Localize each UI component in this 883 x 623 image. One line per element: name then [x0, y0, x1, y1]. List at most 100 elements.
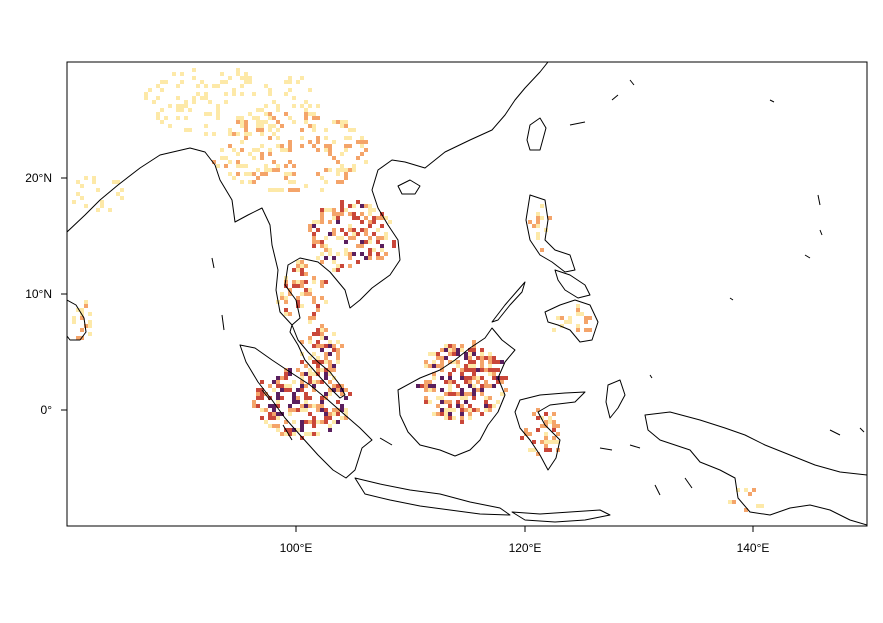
heat-cell — [96, 208, 100, 212]
heat-cell — [304, 272, 308, 276]
heat-cell — [224, 156, 228, 160]
heat-cell — [288, 372, 292, 376]
heat-cell — [336, 400, 340, 404]
heat-cell — [220, 72, 224, 76]
heat-cell — [332, 388, 336, 392]
heat-cell — [304, 264, 308, 268]
heat-cell — [368, 208, 372, 212]
heat-cell — [344, 144, 348, 148]
heat-cell — [240, 92, 244, 96]
heat-cell — [336, 356, 340, 360]
heat-cell — [324, 420, 328, 424]
heat-cell — [84, 324, 88, 328]
heat-cell — [300, 360, 304, 364]
heat-cell — [288, 160, 292, 164]
heat-cell — [244, 128, 248, 132]
heat-cell — [376, 256, 380, 260]
heat-cell — [272, 388, 276, 392]
heat-cell — [288, 172, 292, 176]
heat-cell — [332, 140, 336, 144]
heat-cell — [296, 280, 300, 284]
heat-cell — [288, 292, 292, 296]
heat-cell — [320, 280, 324, 284]
heat-cell — [324, 148, 328, 152]
heat-cell — [336, 180, 340, 184]
heat-cell — [272, 408, 276, 412]
heat-cell — [220, 156, 224, 160]
heat-cell — [316, 304, 320, 308]
heat-cell — [272, 424, 276, 428]
heat-cell — [496, 368, 500, 372]
heat-cell — [300, 292, 304, 296]
heat-cell — [280, 124, 284, 128]
heat-cell — [472, 396, 476, 400]
heat-cell — [256, 124, 260, 128]
heat-cell — [300, 304, 304, 308]
heat-cell — [216, 108, 220, 112]
heat-cell — [332, 156, 336, 160]
heat-cell — [368, 224, 372, 228]
heat-cell — [352, 204, 356, 208]
heat-cell — [284, 296, 288, 300]
heat-cell — [360, 204, 364, 208]
heat-cell — [352, 252, 356, 256]
heat-cell — [168, 124, 172, 128]
heat-cell — [260, 120, 264, 124]
heat-cell — [448, 360, 452, 364]
heat-cell — [84, 304, 88, 308]
heat-cell — [180, 80, 184, 84]
heat-cell — [340, 164, 344, 168]
heat-cell — [332, 364, 336, 368]
heat-cell — [332, 412, 336, 416]
heat-cell — [296, 388, 300, 392]
heat-cell — [300, 388, 304, 392]
heat-cell — [452, 348, 456, 352]
heat-cell — [452, 344, 456, 348]
heat-cell — [448, 388, 452, 392]
heat-cell — [268, 124, 272, 128]
heat-cell — [384, 232, 388, 236]
heat-cell — [292, 120, 296, 124]
heat-cell — [304, 120, 308, 124]
heat-cell — [472, 376, 476, 380]
heat-cell — [268, 416, 272, 420]
heat-cell — [432, 388, 436, 392]
heat-cell — [492, 404, 496, 408]
x-tick-label: 120°E — [509, 541, 542, 555]
heat-cell — [336, 412, 340, 416]
heat-cell — [500, 392, 504, 396]
heat-cell — [236, 152, 240, 156]
coastline-visayas — [554, 269, 591, 299]
heat-cell — [344, 208, 348, 212]
heat-cell — [328, 412, 332, 416]
heat-cell — [392, 244, 396, 248]
heat-cell — [444, 392, 448, 396]
heat-cell — [424, 388, 428, 392]
heat-cell — [72, 316, 76, 320]
heat-cell — [576, 324, 580, 328]
heat-cell — [456, 360, 460, 364]
heat-cell — [292, 420, 296, 424]
heat-cell — [156, 84, 160, 88]
heat-cell — [564, 320, 568, 324]
heat-cell — [296, 396, 300, 400]
heat-cell — [304, 116, 308, 120]
heat-cell — [308, 88, 312, 92]
heat-cell — [244, 164, 248, 168]
heat-cell — [472, 372, 476, 376]
heat-cell — [336, 212, 340, 216]
heat-cell — [284, 368, 288, 372]
heat-cell — [584, 328, 588, 332]
heat-cell — [372, 220, 376, 224]
heat-cell — [324, 280, 328, 284]
heat-cell — [276, 120, 280, 124]
heat-cell — [484, 384, 488, 388]
heat-cell — [328, 252, 332, 256]
heat-cell — [300, 284, 304, 288]
heat-cell — [308, 228, 312, 232]
heat-cell — [364, 148, 368, 152]
heat-cell — [480, 360, 484, 364]
heat-cell — [460, 392, 464, 396]
heat-cell — [276, 416, 280, 420]
heat-cell — [292, 432, 296, 436]
